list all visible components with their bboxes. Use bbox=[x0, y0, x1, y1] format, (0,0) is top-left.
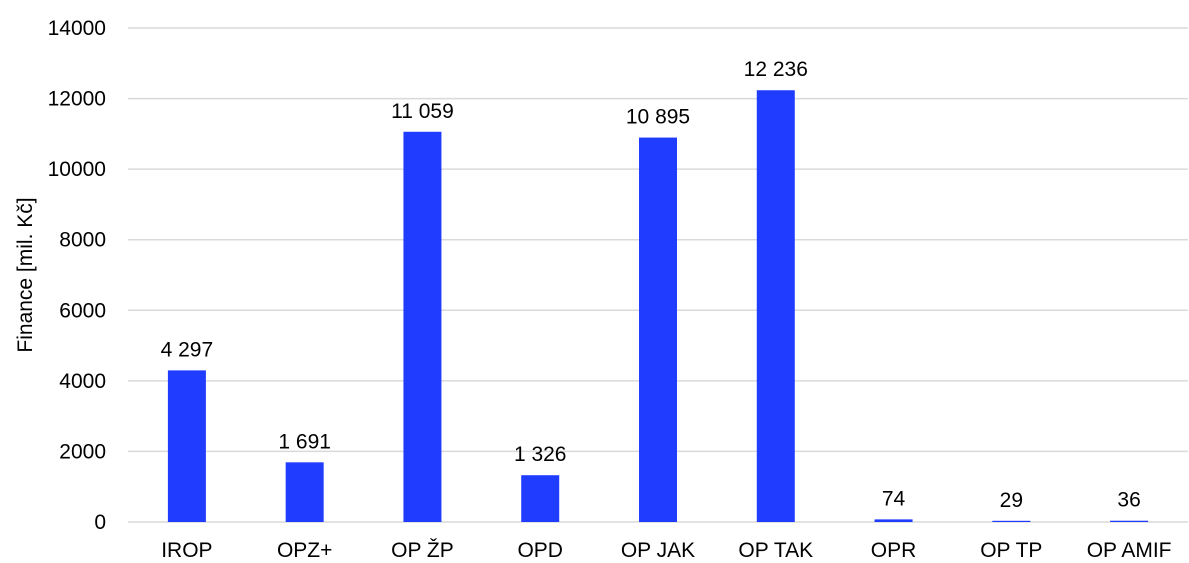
bar-op-p bbox=[403, 131, 442, 523]
bar-opd bbox=[521, 475, 560, 522]
y-axis-title: Finance [mil. Kč] bbox=[14, 197, 37, 352]
data-label: 29 bbox=[1000, 489, 1023, 512]
data-label: 74 bbox=[882, 487, 906, 510]
y-tick-label: 12000 bbox=[48, 88, 106, 111]
bar-opz- bbox=[285, 462, 324, 522]
bar-op-amif bbox=[1110, 520, 1149, 522]
bar-op-jak bbox=[639, 137, 677, 523]
x-tick-label: OPZ+ bbox=[277, 539, 332, 562]
y-tick-label: 6000 bbox=[59, 299, 106, 322]
y-tick-label: 8000 bbox=[59, 229, 106, 252]
y-tick-label: 4000 bbox=[59, 370, 106, 393]
x-tick-label: OP JAK bbox=[621, 539, 695, 562]
y-tick-label: 0 bbox=[94, 511, 106, 534]
y-tick-label: 10000 bbox=[48, 158, 106, 181]
x-tick-label: IROP bbox=[161, 539, 212, 562]
bar-op-tp bbox=[992, 520, 1031, 522]
y-tick-label: 14000 bbox=[48, 17, 106, 40]
data-label: 11 059 bbox=[391, 100, 454, 123]
x-tick-label: OPR bbox=[871, 539, 917, 562]
x-axis-ticks: IROP OPZ+ OP ŽP OPD OP JAK OP TAK OPR OP TP OP A… bbox=[161, 539, 1171, 562]
bar-op-tak bbox=[756, 90, 795, 522]
data-label: 12 236 bbox=[744, 58, 808, 81]
bar-opr bbox=[874, 519, 913, 522]
x-tick-label: OP TP bbox=[980, 539, 1042, 562]
data-label: 4 297 bbox=[161, 338, 214, 361]
bar-irop bbox=[167, 370, 206, 522]
data-label: 1 326 bbox=[514, 443, 567, 466]
data-label: 1 691 bbox=[278, 430, 331, 453]
data-label: 10 895 bbox=[626, 106, 690, 129]
y-tick-label: 2000 bbox=[59, 440, 106, 463]
x-tick-label: OP TAK bbox=[738, 539, 813, 562]
bars bbox=[167, 90, 1149, 523]
x-tick-label: OPD bbox=[517, 539, 563, 562]
x-tick-label: OP ŽP bbox=[391, 539, 454, 562]
y-axis-ticks: 0 2000 4000 6000 8000 10000 12000 14000 bbox=[48, 17, 106, 534]
data-label: 36 bbox=[1117, 489, 1140, 512]
x-tick-label: OP AMIF bbox=[1087, 539, 1172, 562]
data-labels: 4 297 1 691 11 059 1 326 10 895 12 236 74 29 36 bbox=[161, 58, 1141, 512]
